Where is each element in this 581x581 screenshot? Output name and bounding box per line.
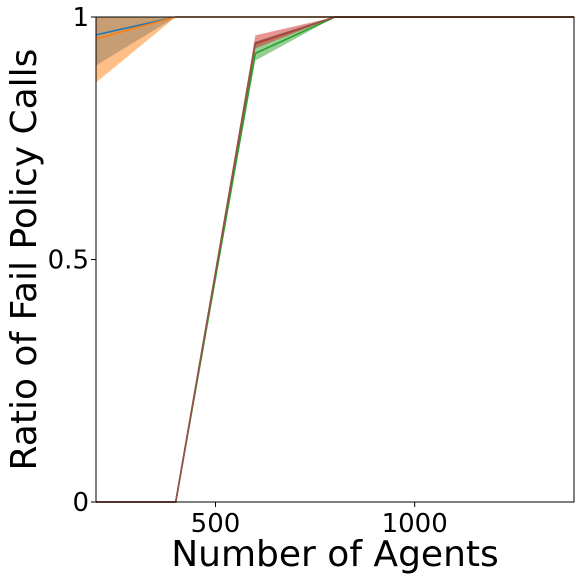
y-tick-label: 0 [72, 488, 89, 518]
x-tick-label: 1000 [382, 509, 448, 539]
y-axis-label: Ratio of Fail Policy Calls [4, 49, 45, 471]
x-ticks: 500 1000 [191, 502, 448, 539]
x-axis-label: Number of Agents [171, 534, 499, 575]
y-tick-label: 0.5 [48, 246, 89, 276]
y-ticks: 00.51 [48, 3, 96, 518]
x-tick-label: 500 [191, 509, 241, 539]
y-tick-label: 1 [72, 3, 89, 33]
